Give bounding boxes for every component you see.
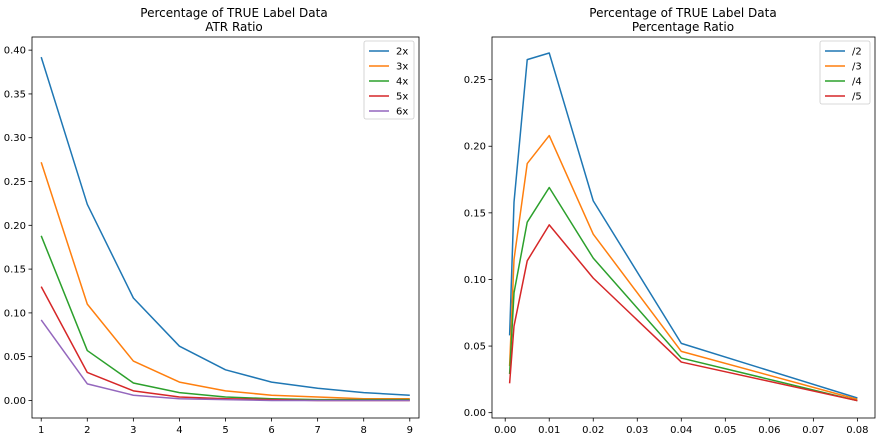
chart-2-y-axis: 0.00 0.05 0.10 0.15 0.20 0.25 bbox=[464, 75, 492, 419]
x-tick-label: 0.07 bbox=[802, 425, 824, 436]
chart-1-x-axis: 1 2 3 4 5 6 7 8 9 bbox=[38, 418, 413, 436]
y-tick-label: 0.00 bbox=[464, 408, 486, 419]
series-line-3 bbox=[508, 134, 858, 401]
x-tick-label: 0.04 bbox=[670, 425, 692, 436]
chart-1-legend-box bbox=[363, 40, 415, 120]
y-tick-label: 0.15 bbox=[4, 265, 26, 276]
chart-2-legend-box bbox=[819, 40, 871, 105]
x-tick-label: 5 bbox=[222, 425, 228, 436]
series-line-2 bbox=[508, 52, 858, 399]
series-line-5 bbox=[508, 224, 858, 402]
x-tick-label: 8 bbox=[361, 425, 367, 436]
chart-2-plot-area bbox=[491, 36, 876, 419]
legend-label: /2 bbox=[852, 47, 862, 58]
y-tick-label: 0.05 bbox=[4, 352, 26, 363]
x-tick-label: 0.08 bbox=[846, 425, 868, 436]
chart-percentage-ratio: Percentage of TRUE Label Data Percentage… bbox=[464, 6, 876, 436]
series-line-4 bbox=[508, 186, 858, 402]
chart-1-legend: 2x 3x 4x 5x 6x bbox=[363, 40, 415, 120]
x-tick-label: 0.06 bbox=[758, 425, 780, 436]
chart-2-legend: /2/3/4/5 bbox=[819, 40, 871, 105]
series-line-3x bbox=[40, 162, 410, 400]
legend-label: 6x bbox=[396, 107, 408, 118]
series-line-2x bbox=[40, 56, 410, 396]
chart-1-series-lines bbox=[40, 56, 410, 402]
series-line-4x bbox=[40, 235, 410, 401]
chart-1-subtitle: ATR Ratio bbox=[205, 20, 263, 34]
legend-label: 5x bbox=[396, 92, 408, 103]
legend-label: 4x bbox=[396, 77, 408, 88]
x-tick-label: 0.00 bbox=[494, 425, 516, 436]
chart-2-x-axis: 0.00 0.01 0.02 0.03 0.04 0.05 0.06 0.07 0.08 bbox=[494, 418, 869, 436]
legend-label: /3 bbox=[852, 62, 862, 73]
y-tick-label: 0.25 bbox=[4, 177, 26, 188]
y-tick-label: 0.20 bbox=[4, 221, 26, 232]
y-tick-label: 0.05 bbox=[464, 342, 486, 353]
y-tick-label: 0.20 bbox=[464, 142, 486, 153]
x-tick-label: 6 bbox=[268, 425, 274, 436]
y-tick-label: 0.30 bbox=[4, 133, 26, 144]
x-tick-label: 0.03 bbox=[626, 425, 648, 436]
x-tick-label: 3 bbox=[130, 425, 136, 436]
x-tick-label: 7 bbox=[314, 425, 320, 436]
chart-2-title: Percentage of TRUE Label Data bbox=[589, 6, 776, 20]
x-tick-label: 2 bbox=[84, 425, 90, 436]
chart-1-plot-area bbox=[31, 36, 420, 419]
chart-2-subtitle: Percentage Ratio bbox=[632, 20, 734, 34]
y-tick-label: 0.00 bbox=[4, 396, 26, 407]
y-tick-label: 0.40 bbox=[4, 46, 26, 57]
x-tick-label: 1 bbox=[38, 425, 44, 436]
y-tick-label: 0.25 bbox=[464, 75, 486, 86]
chart-1-title: Percentage of TRUE Label Data bbox=[140, 6, 327, 20]
legend-label: 2x bbox=[396, 47, 408, 58]
y-tick-label: 0.10 bbox=[464, 275, 486, 286]
y-tick-label: 0.15 bbox=[464, 208, 486, 219]
legend-label: /4 bbox=[852, 77, 862, 88]
chart-1-y-axis: 0.00 0.05 0.10 0.15 0.20 0.25 0.30 0.35 0.40 bbox=[4, 46, 32, 407]
x-tick-label: 0.01 bbox=[538, 425, 560, 436]
x-tick-label: 0.02 bbox=[582, 425, 604, 436]
chart-2-series-lines bbox=[508, 52, 858, 402]
x-tick-label: 9 bbox=[407, 425, 413, 436]
y-tick-label: 0.35 bbox=[4, 89, 26, 100]
x-tick-label: 0.05 bbox=[714, 425, 736, 436]
chart-atr-ratio: Percentage of TRUE Label Data ATR Ratio … bbox=[4, 6, 420, 436]
legend-label: /5 bbox=[852, 92, 862, 103]
legend-label: 3x bbox=[396, 62, 408, 73]
y-tick-label: 0.10 bbox=[4, 308, 26, 319]
series-line-6x bbox=[40, 319, 410, 402]
x-tick-label: 4 bbox=[176, 425, 182, 436]
